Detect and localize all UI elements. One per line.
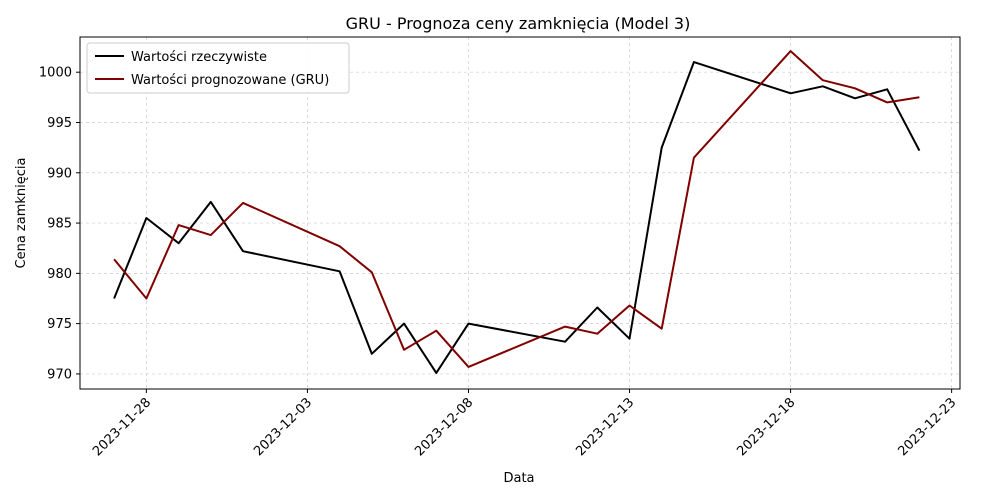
legend: Wartości rzeczywiste Wartości prognozowa… <box>86 42 350 94</box>
y-tick-label: 975 <box>47 317 72 332</box>
y-tick-label: 1000 <box>39 66 72 81</box>
y-tick-label: 985 <box>47 217 72 232</box>
x-tick-label: 2023-12-13 <box>573 395 637 459</box>
x-tick-label: 2023-12-08 <box>412 395 476 459</box>
x-axis: 2023-11-28 2023-12-03 2023-12-08 2023-12-13… <box>90 389 959 459</box>
series-layer <box>113 50 921 374</box>
y-tick-label: 995 <box>47 116 72 131</box>
x-tick-label: 2023-12-03 <box>251 395 315 459</box>
x-tick-label: 2023-12-23 <box>895 395 959 459</box>
x-tick-label: 2023-12-18 <box>734 395 798 459</box>
series-line-forecast <box>113 50 920 368</box>
x-axis-label: Data <box>503 471 534 486</box>
plot-frame <box>79 36 961 390</box>
y-tick-label: 970 <box>47 367 72 382</box>
legend-label-actual: Wartości rzeczywiste <box>131 50 267 65</box>
y-tick-label: 980 <box>47 267 72 282</box>
legend-label-forecast: Wartości prognozowane (GRU) <box>131 73 329 88</box>
y-axis-label: Cena zamknięcia <box>14 158 29 269</box>
y-axis: 970 975 980 985 990 995 1000 <box>39 66 80 382</box>
legend-box <box>86 42 350 94</box>
series-line-actual <box>113 61 921 374</box>
y-tick-label: 990 <box>47 166 72 181</box>
chart-title: GRU - Prognoza ceny zamknięcia (Model 3) <box>346 14 691 33</box>
x-tick-label: 2023-11-28 <box>90 395 154 459</box>
